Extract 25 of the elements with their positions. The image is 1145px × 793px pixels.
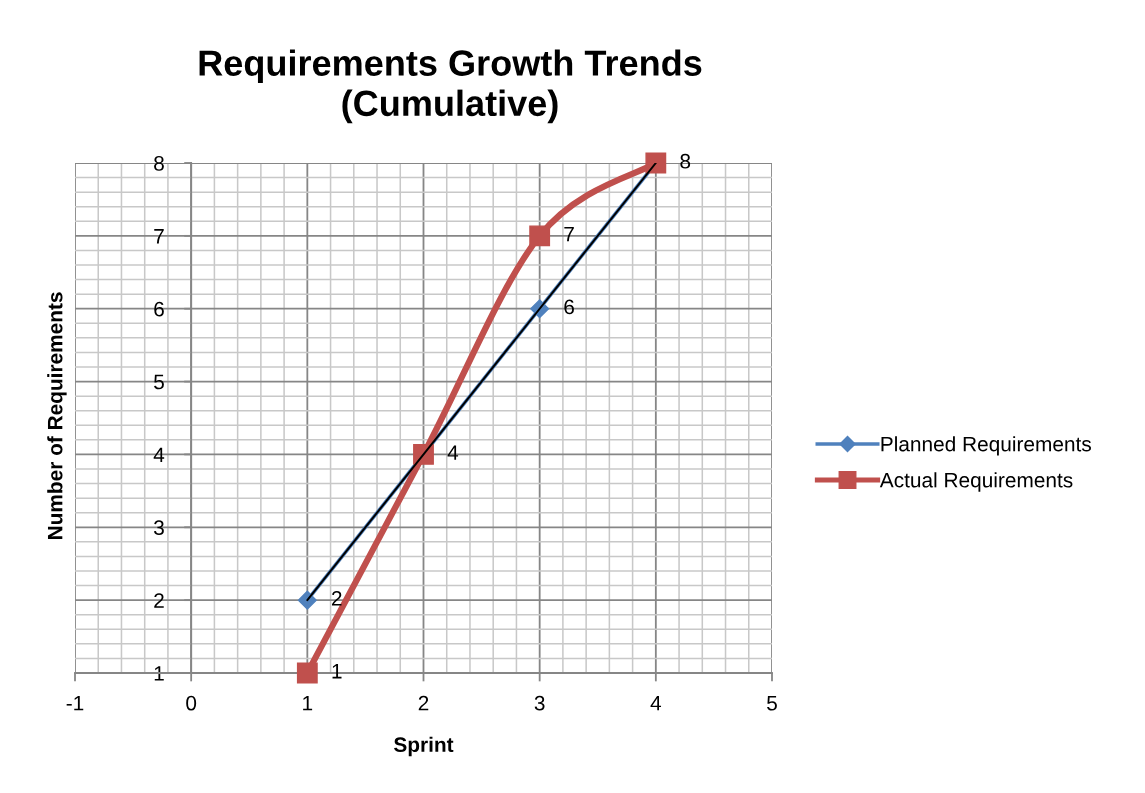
y-tick-label: 5 bbox=[154, 374, 164, 390]
chart-title: Requirements Growth Trends (Cumulative) bbox=[199, 49, 702, 124]
data-label: 1 bbox=[332, 664, 342, 679]
x-tick-label: 3 bbox=[534, 695, 545, 711]
data-label: 7 bbox=[564, 226, 574, 242]
y-tick-label: 7 bbox=[154, 229, 164, 244]
data-label: 4 bbox=[447, 445, 459, 460]
y-tick-label: 3 bbox=[153, 520, 164, 536]
x-tick-label: 1 bbox=[303, 695, 313, 711]
legend-label: Planned Requirements bbox=[881, 436, 1091, 456]
x-tick-label: 4 bbox=[650, 695, 662, 711]
data-label: 6 bbox=[564, 299, 574, 315]
y-tick-label: 4 bbox=[153, 447, 165, 462]
y-tick-label: 8 bbox=[154, 156, 164, 171]
y-tick-label: 2 bbox=[154, 593, 164, 608]
x-axis-title: Sprint bbox=[394, 736, 454, 757]
x-tick-label: 5 bbox=[767, 695, 777, 711]
data-label: 2 bbox=[331, 590, 342, 606]
x-tick-label: -1 bbox=[66, 695, 84, 711]
y-axis-title: Number of Requirements bbox=[47, 292, 67, 539]
x-tick-label: 2 bbox=[418, 695, 429, 711]
legend-label: Actual Requirements bbox=[879, 472, 1073, 492]
y-tick-label: 6 bbox=[154, 301, 164, 317]
x-tick-label: 0 bbox=[186, 695, 197, 711]
data-label: 8 bbox=[680, 153, 691, 169]
